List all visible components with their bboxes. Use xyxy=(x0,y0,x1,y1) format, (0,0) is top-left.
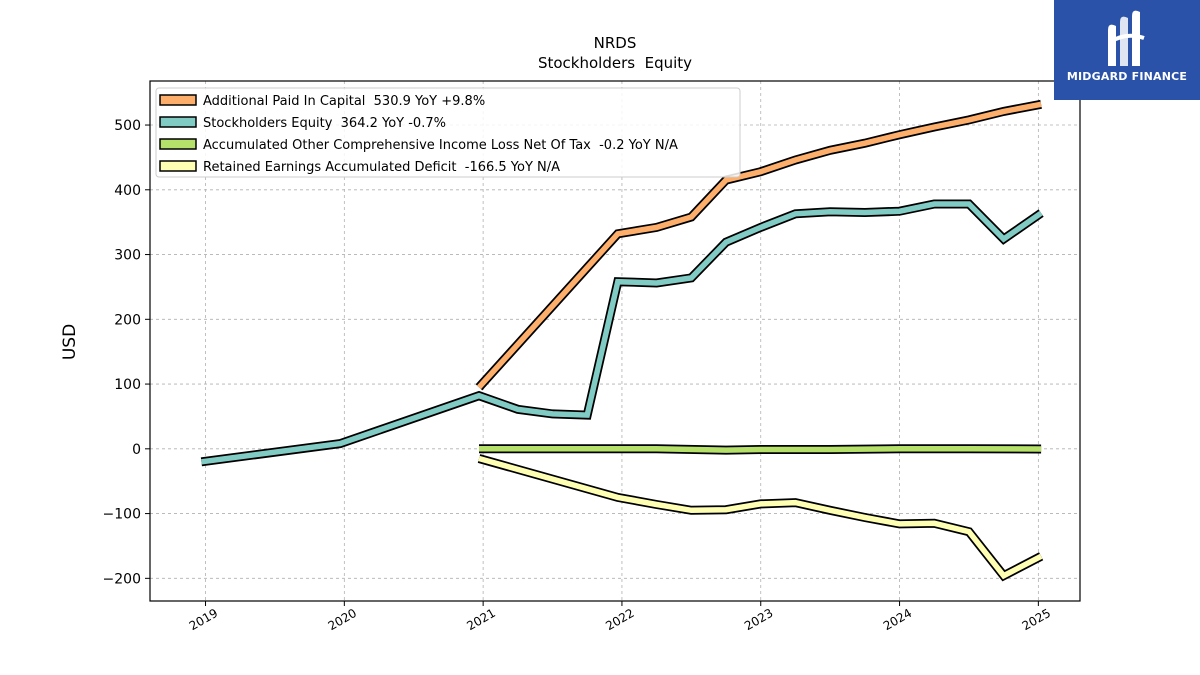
legend-swatch xyxy=(159,116,197,128)
x-tick-label: 2025 xyxy=(1020,606,1053,633)
legend-swatch xyxy=(159,138,197,150)
y-tick-label: 300 xyxy=(114,248,141,264)
y-tick-label: 400 xyxy=(114,183,141,199)
legend-swatch xyxy=(159,160,197,172)
y-tick-label: −200 xyxy=(103,571,141,587)
plot-frame xyxy=(149,80,1081,602)
series-line-outline xyxy=(477,454,1044,582)
x-tick-label: 2023 xyxy=(742,606,775,633)
series-line xyxy=(478,455,1043,580)
chart-subtitle: Stockholders Equity xyxy=(538,54,692,72)
x-tick-label: 2022 xyxy=(603,606,636,633)
x-tick-label: 2020 xyxy=(326,606,359,633)
series-line xyxy=(479,446,1042,453)
y-tick-label: −100 xyxy=(103,507,141,523)
y-tick-label: 500 xyxy=(114,118,141,134)
y-axis-label: USD xyxy=(60,324,80,360)
legend-label: Retained Earnings Accumulated Deficit -1… xyxy=(203,160,560,175)
chart-title: NRDS xyxy=(594,34,637,52)
series-line xyxy=(201,201,1043,465)
midgard-m-icon xyxy=(1108,10,1145,67)
series-line-outline xyxy=(200,199,1044,467)
series-line xyxy=(476,101,1042,390)
y-tick-label: 200 xyxy=(114,312,141,328)
y-tick-label: 0 xyxy=(132,442,141,458)
x-tick-label: 2019 xyxy=(187,606,220,633)
legend-label: Additional Paid In Capital 530.9 YoY +9.… xyxy=(203,94,485,109)
brand-logo: MIDGARD FINANCE xyxy=(1054,0,1200,100)
x-tick-label: 2024 xyxy=(881,606,914,633)
legend-box xyxy=(155,87,741,178)
legend-label: Accumulated Other Comprehensive Income L… xyxy=(203,138,678,153)
legend-swatch xyxy=(159,94,197,106)
brand-name: MIDGARD FINANCE xyxy=(1066,70,1188,83)
y-tick-label: 100 xyxy=(114,377,141,393)
x-tick-label: 2021 xyxy=(464,606,497,633)
legend-label: Stockholders Equity 364.2 YoY -0.7% xyxy=(203,116,446,131)
